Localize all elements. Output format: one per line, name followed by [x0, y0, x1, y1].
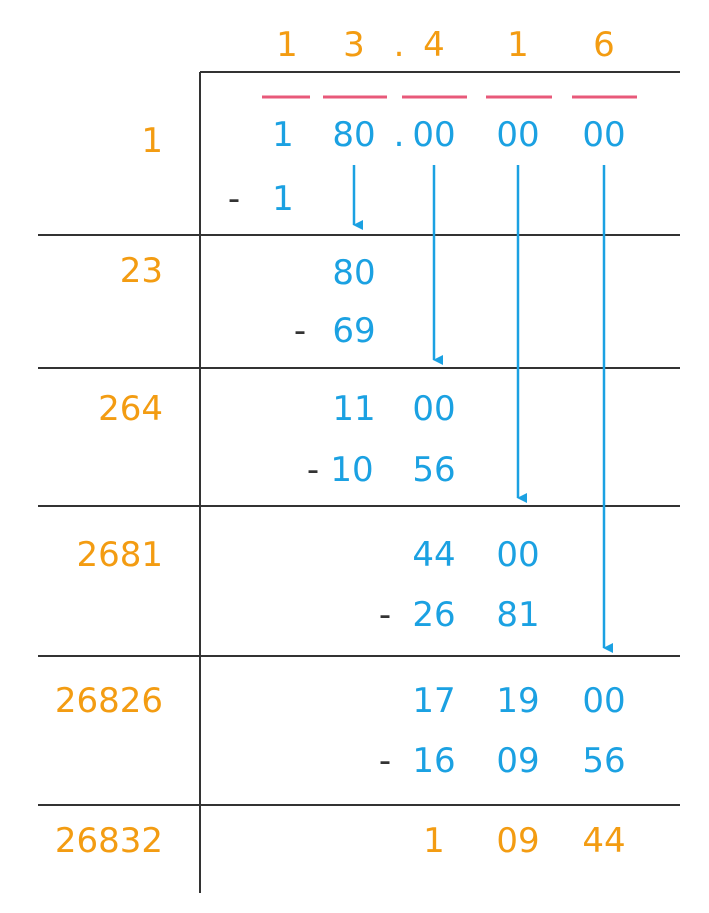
subtrahend: 09	[496, 741, 539, 781]
subtrahend: 16	[412, 741, 455, 781]
quotient-digit: 3	[343, 25, 365, 65]
subtrahend: 69	[332, 311, 375, 351]
dividend-group: 1	[272, 115, 294, 155]
dividend-group: 00	[496, 115, 539, 155]
subtrahend: 26	[412, 595, 455, 635]
subtrahend: 10	[330, 450, 373, 490]
minus-sign: -	[228, 179, 240, 219]
dividend-decimal-point: .	[394, 115, 405, 155]
minus-sign: -	[379, 741, 391, 781]
subtrahend: 56	[412, 450, 455, 490]
divisor-label: 26832	[55, 821, 163, 861]
subtrahend: 56	[582, 741, 625, 781]
quotient-decimal-point: .	[394, 25, 405, 65]
divisor-label: 2681	[76, 535, 163, 575]
minus-sign: -	[307, 450, 319, 490]
divisor-label: 1	[141, 121, 163, 161]
subtrahend: 81	[496, 595, 539, 635]
quotient-digit: 1	[507, 25, 529, 65]
divisor-label: 26826	[55, 681, 163, 721]
dividend-group: 80	[332, 115, 375, 155]
partial-dividend: 19	[496, 681, 539, 721]
minus-sign: -	[379, 595, 391, 635]
remainder: 1	[423, 821, 445, 861]
remainder: 44	[582, 821, 625, 861]
minus-sign: -	[294, 311, 306, 351]
quotient-digit: 1	[276, 25, 298, 65]
remainder: 09	[496, 821, 539, 861]
partial-dividend: 80	[332, 253, 375, 293]
quotient-digit: 4	[423, 25, 445, 65]
dividend-group: 00	[412, 115, 455, 155]
divisor-label: 23	[120, 251, 163, 291]
partial-dividend: 00	[412, 389, 455, 429]
quotient-digit: 6	[593, 25, 615, 65]
partial-dividend: 44	[412, 535, 455, 575]
dividend-group: 00	[582, 115, 625, 155]
divisor-label: 264	[98, 389, 163, 429]
partial-dividend: 11	[332, 389, 375, 429]
partial-dividend: 00	[582, 681, 625, 721]
subtrahend: 1	[272, 179, 294, 219]
partial-dividend: 17	[412, 681, 455, 721]
partial-dividend: 00	[496, 535, 539, 575]
